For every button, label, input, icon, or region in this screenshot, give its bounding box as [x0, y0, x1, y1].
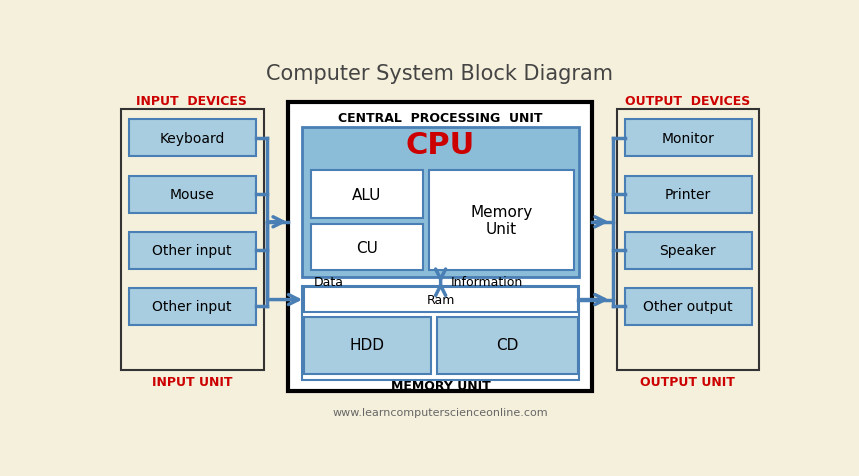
- Text: INPUT UNIT: INPUT UNIT: [152, 375, 232, 388]
- Bar: [303, 288, 578, 312]
- Bar: [311, 225, 423, 271]
- Bar: [288, 103, 593, 391]
- Bar: [121, 109, 264, 371]
- Text: Keyboard: Keyboard: [159, 131, 224, 146]
- Bar: [624, 176, 752, 213]
- Text: OUTPUT  DEVICES: OUTPUT DEVICES: [625, 94, 751, 108]
- Text: CENTRAL  PROCESSING  UNIT: CENTRAL PROCESSING UNIT: [338, 112, 542, 125]
- Bar: [617, 109, 759, 371]
- Text: CD: CD: [496, 338, 518, 353]
- Text: ALU: ALU: [352, 187, 381, 202]
- Bar: [129, 120, 256, 157]
- Text: CPU: CPU: [406, 131, 475, 160]
- Text: Information: Information: [451, 275, 523, 288]
- Text: Mouse: Mouse: [169, 188, 215, 202]
- Bar: [129, 232, 256, 269]
- Text: MEMORY UNIT: MEMORY UNIT: [391, 379, 490, 393]
- Text: Other input: Other input: [152, 244, 232, 258]
- Text: OUTPUT UNIT: OUTPUT UNIT: [640, 375, 735, 388]
- Text: Computer System Block Diagram: Computer System Block Diagram: [266, 64, 613, 84]
- Bar: [129, 176, 256, 213]
- Bar: [430, 171, 574, 271]
- Bar: [436, 317, 578, 375]
- Text: CU: CU: [356, 240, 378, 255]
- Text: Memory
Unit: Memory Unit: [471, 205, 533, 237]
- Text: Data: Data: [314, 275, 344, 288]
- Bar: [302, 286, 579, 380]
- Bar: [303, 317, 430, 375]
- Text: Ram: Ram: [426, 293, 454, 307]
- Text: www.learncomputerscienceonline.com: www.learncomputerscienceonline.com: [332, 407, 548, 417]
- Text: Monitor: Monitor: [661, 131, 714, 146]
- Text: INPUT  DEVICES: INPUT DEVICES: [137, 94, 247, 108]
- Bar: [302, 128, 579, 278]
- Bar: [624, 288, 752, 325]
- Text: Printer: Printer: [665, 188, 711, 202]
- Bar: [311, 171, 423, 218]
- Text: Speaker: Speaker: [660, 244, 716, 258]
- Bar: [624, 232, 752, 269]
- Text: Other input: Other input: [152, 300, 232, 314]
- Text: HDD: HDD: [350, 338, 384, 353]
- Bar: [624, 120, 752, 157]
- Bar: [129, 288, 256, 325]
- Text: Other output: Other output: [643, 300, 733, 314]
